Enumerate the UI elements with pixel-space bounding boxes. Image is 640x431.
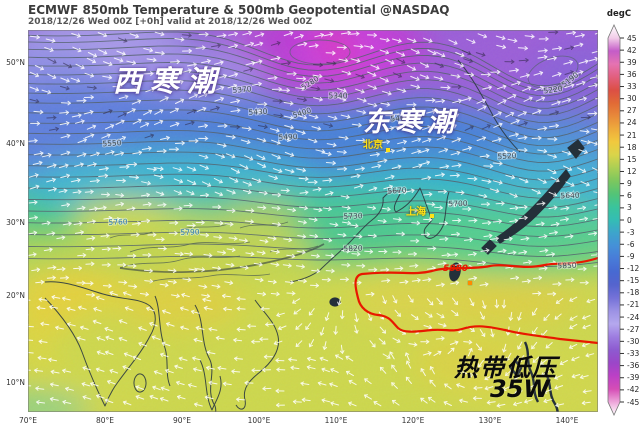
geopotential-contours [28, 31, 598, 267]
contour-label: 5490 [278, 132, 298, 142]
city-label-beijing: 北京 [363, 140, 383, 151]
contour-label: 5820 [343, 244, 363, 254]
red-contour-label: 5880 [443, 264, 468, 274]
lat-label: 20°N [6, 291, 25, 300]
colorbar-tick: -18 [627, 288, 640, 298]
colorbar-tick: -6 [627, 239, 635, 249]
lat-label: 40°N [6, 139, 25, 148]
colorbar-unit-label: degC [606, 9, 632, 19]
colorbar-tick: -15 [627, 276, 640, 286]
city-label-shanghai: 上海 [406, 207, 426, 218]
city-marker-shanghai [430, 214, 434, 218]
colorbar-tick: 18 [627, 142, 637, 152]
wind-streamlines [28, 30, 598, 408]
colorbar-tick: -42 [627, 385, 640, 395]
contour-label: 5340 [328, 92, 347, 101]
city-marker-taiwan [468, 281, 472, 285]
lon-label: 100°E [247, 416, 271, 425]
weather-map: 5880 5190 5220 5280 5340 5370 5400 5430 5460 5490… [28, 30, 598, 412]
contour-label: 5220 [543, 84, 563, 96]
contour-label: 5370 [232, 84, 252, 95]
lat-label: 10°N [6, 378, 25, 387]
lon-label: 130°E [478, 416, 502, 425]
colorbar-tick: 3 [627, 203, 632, 213]
colorbar-tick: 39 [627, 57, 637, 67]
contour-label: 5730 [343, 211, 363, 221]
colorbar-tick: 9 [627, 179, 632, 189]
colorbar-tick: 33 [627, 82, 637, 92]
contour-label: 5460 [390, 113, 410, 123]
lon-label: 70°E [18, 416, 38, 425]
colorbar-tick: 30 [627, 94, 637, 104]
contour-label: 5760 [108, 217, 128, 227]
coastlines [44, 59, 521, 412]
page-title: ECMWF 850mb Temperature & 500mb Geopoten… [28, 3, 450, 17]
run-valid-time: 2018/12/26 Wed 00Z [+0h] valid at 2018/1… [28, 17, 313, 27]
contour-label: 5520 [497, 151, 517, 161]
contour-label: 5700 [448, 199, 468, 209]
colorbar-tick: 42 [627, 45, 637, 55]
colorbar-tick: -21 [627, 300, 640, 310]
lat-label: 50°N [6, 58, 25, 67]
temperature-colorbar [607, 24, 624, 416]
lon-label: 90°E [172, 416, 192, 425]
lon-label: 140°E [555, 416, 579, 425]
lon-label: 120°E [401, 416, 425, 425]
colorbar-tick: -39 [627, 373, 640, 383]
colorbar-tick: 45 [627, 33, 637, 43]
contour-label: 5640 [560, 191, 580, 201]
colorbar-tick: -30 [627, 336, 640, 346]
colorbar-tick: -33 [627, 348, 640, 358]
colorbar-tick: -36 [627, 361, 640, 371]
red-5880-contour [354, 256, 598, 345]
colorbar-gradient [607, 24, 621, 416]
colorbar-tick: 24 [627, 118, 637, 128]
colorbar-tick: -27 [627, 324, 640, 334]
colorbar-tick: 12 [627, 166, 637, 176]
lon-label: 80°E [95, 416, 115, 425]
colorbar-tick: -12 [627, 264, 640, 274]
colorbar-tick: 21 [627, 130, 637, 140]
colorbar-tick: 15 [627, 154, 637, 164]
colorbar-tick: -9 [627, 251, 635, 261]
map-canvas: 5880519052205280534053705400543054605490… [28, 30, 598, 412]
lon-label: 110°E [324, 416, 348, 425]
contour-label: 5430 [248, 107, 268, 117]
colorbar-tick: 27 [627, 106, 637, 116]
colorbar-tick: -45 [627, 397, 640, 407]
colorbar-tick: 36 [627, 69, 637, 79]
contour-label: 5850 [557, 261, 577, 271]
colorbar-tick: 0 [627, 215, 632, 225]
contour-label: 5670 [387, 186, 407, 196]
city-marker-beijing [386, 148, 390, 152]
colorbar-tick: -3 [627, 227, 635, 237]
map-layers: 5880519052205280534053705400543054605490… [28, 30, 598, 412]
contour-label: 5550 [102, 138, 122, 148]
colorbar-tick: 6 [627, 191, 632, 201]
contour-label: 5790 [180, 227, 200, 237]
lat-label: 30°N [6, 218, 25, 227]
islands [329, 139, 585, 412]
colorbar-tick: -24 [627, 312, 640, 322]
